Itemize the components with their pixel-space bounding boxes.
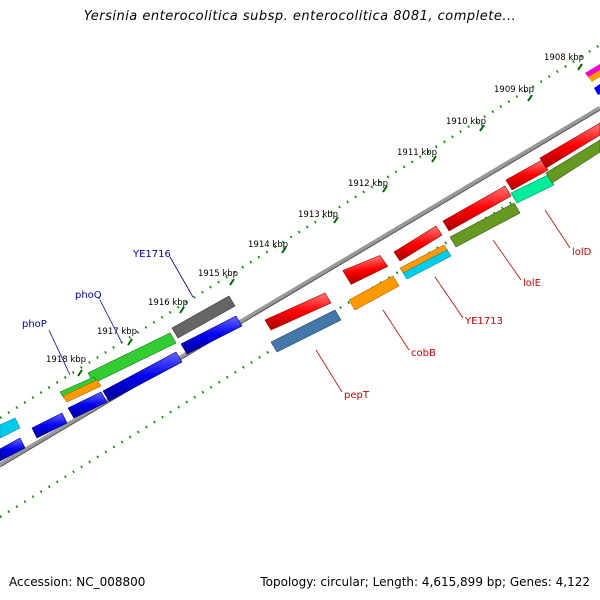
major-ticks: [77, 63, 583, 377]
tick-label: 1917 kbp: [97, 327, 137, 337]
gene-steel: [270, 309, 342, 353]
gene-blue: [594, 84, 600, 95]
forward-genes: [59, 64, 600, 403]
gene-cyan: [402, 249, 452, 280]
gene-blue: [67, 391, 108, 419]
gene-label-ye1713: YE1713: [464, 316, 503, 327]
gene-gray: [171, 295, 236, 339]
gene-label-lold: lolD: [572, 247, 592, 258]
gene-orange: [62, 379, 102, 403]
tick-label: 1916 kbp: [148, 298, 188, 308]
gene-red: [442, 185, 512, 232]
gene-orange-top: [588, 70, 600, 82]
gene-blue: [0, 437, 26, 462]
genome-backbone: [0, 106, 600, 467]
gene-callouts: [48, 209, 571, 393]
reverse-genes: [0, 84, 600, 462]
gene-orange: [348, 275, 400, 311]
tick-labels: 1908 kbp 1909 kbp 1910 kbp 1911 kbp 1912…: [46, 53, 584, 365]
tick-label: 1910 kbp: [446, 117, 486, 127]
gene-cyan: [0, 417, 21, 439]
gene-blue: [31, 412, 68, 439]
accession-text: Accession: NC_008800: [9, 575, 146, 589]
gene-magenta: [585, 64, 600, 78]
map-title: Yersinia enterocolitica subsp. enterocol…: [83, 9, 517, 24]
gene-spring: [510, 174, 555, 204]
tick-label: 1918 kbp: [46, 355, 86, 365]
tick-label: 1908 kbp: [544, 53, 584, 63]
gene-label-phop: phoP: [22, 319, 47, 330]
gene-red: [342, 255, 389, 285]
gene-red: [539, 122, 600, 169]
gene-red: [505, 159, 549, 191]
gene-label-lole: lolE: [523, 278, 541, 289]
tick-label: 1911 kbp: [397, 148, 437, 158]
gene-label-ye1716: YE1716: [132, 249, 171, 260]
tick-label: 1915 kbp: [198, 269, 238, 279]
gene-label-pept: pepT: [344, 390, 370, 401]
tick-label: 1909 kbp: [494, 85, 534, 95]
gene-labels: YE1716 phoQ phoP lolD lolE YE1713 cobB p…: [22, 247, 592, 401]
tick-label: 1912 kbp: [348, 179, 388, 189]
outer-tick-track: [0, 43, 600, 420]
topology-summary: Topology: circular; Length: 4,615,899 bp…: [260, 575, 590, 589]
gene-blue: [180, 315, 243, 355]
gene-olive: [449, 202, 521, 248]
gene-olive: [545, 139, 600, 184]
gene-label-cobb: cobB: [411, 348, 436, 359]
tick-label: 1914 kbp: [248, 240, 288, 250]
gene-red: [264, 292, 332, 331]
gene-red: [393, 225, 443, 262]
tick-label: 1913 kbp: [298, 210, 338, 220]
genome-backbone-shadow: [0, 109, 600, 468]
gene-label-phoq: phoQ: [75, 290, 102, 301]
gene-blue: [102, 351, 183, 402]
